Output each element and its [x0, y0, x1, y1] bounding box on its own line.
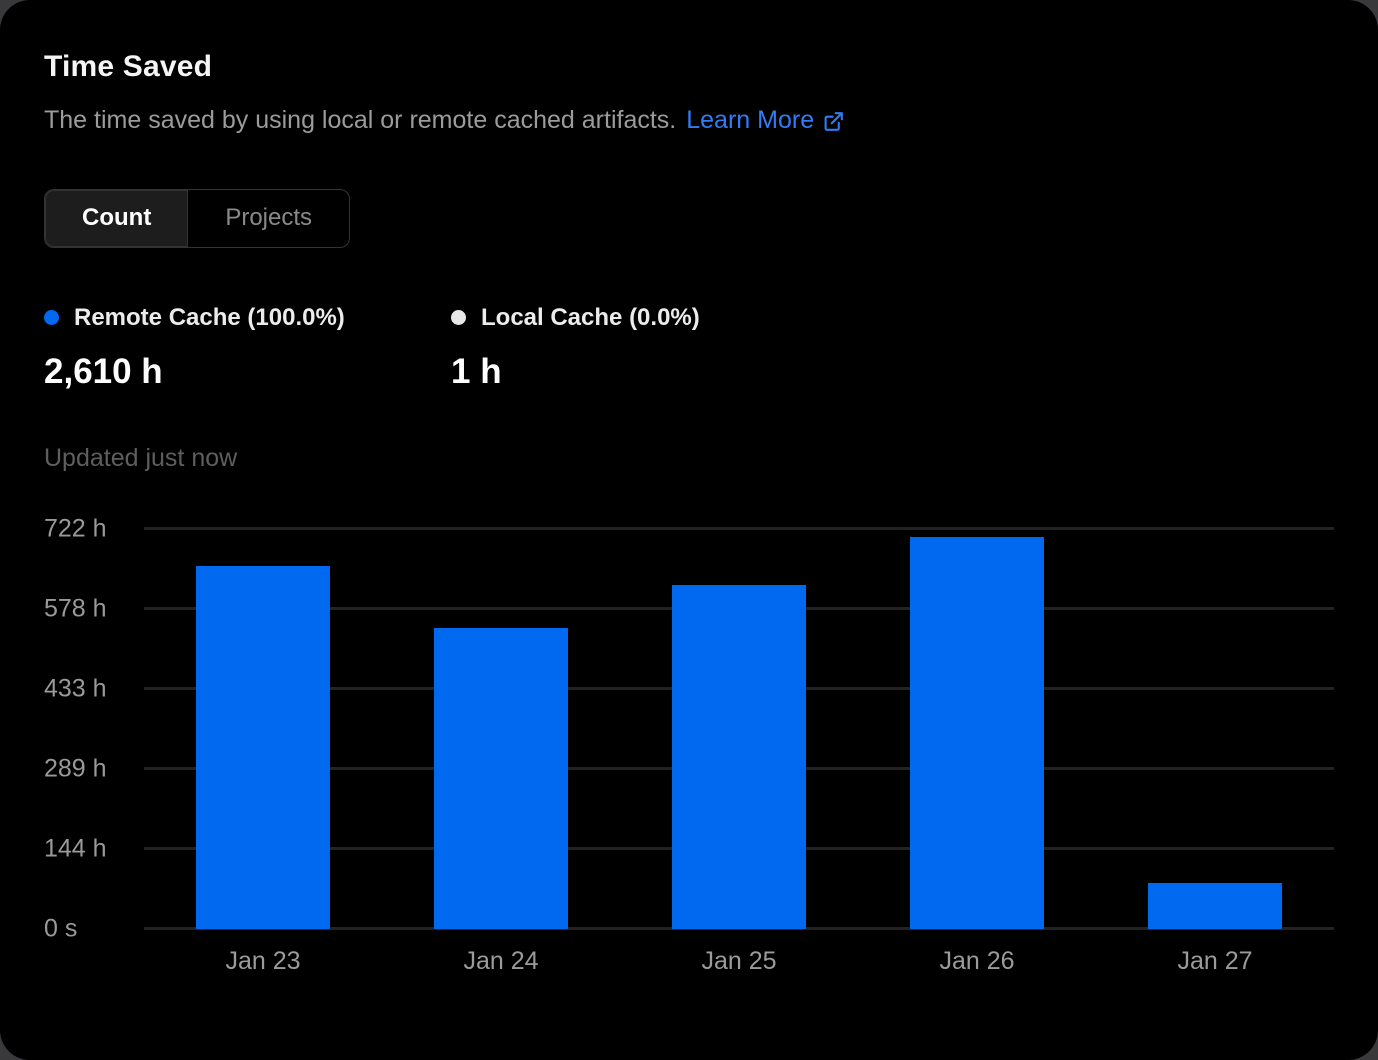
legend-item-local-cache: Local Cache (0.0%) 1 h	[451, 304, 858, 392]
remote-cache-label: Remote Cache (100.0%)	[74, 303, 345, 331]
view-mode-toggle: Count Projects	[44, 189, 351, 248]
subtitle: The time saved by using local or remote …	[44, 106, 1334, 135]
y-tick-label: 722 h	[44, 514, 107, 543]
chart-bar-jan-25[interactable]	[672, 584, 806, 929]
page-title: Time Saved	[44, 50, 213, 83]
bar-slot	[1096, 529, 1334, 929]
bar-slot	[382, 529, 620, 929]
chart-bar-jan-26[interactable]	[910, 536, 1044, 929]
updated-status: Updated just now	[44, 443, 238, 472]
y-tick-label: 144 h	[44, 834, 107, 863]
legend-item-remote-cache: Remote Cache (100.0%) 2,610 h	[44, 304, 451, 392]
y-tick-label: 0 s	[44, 914, 78, 943]
toggle-count-button[interactable]: Count	[45, 190, 189, 247]
y-tick-label: 433 h	[44, 674, 107, 703]
remote-cache-value: 2,610 h	[44, 351, 163, 391]
gridline	[144, 526, 1334, 530]
external-link-icon	[823, 110, 844, 131]
local-cache-dot	[451, 310, 466, 326]
subtitle-text: The time saved by using local or remote …	[44, 106, 677, 134]
remote-cache-dot	[44, 310, 59, 326]
bar-slot	[858, 529, 1096, 929]
y-tick-label: 578 h	[44, 594, 107, 623]
legend: Remote Cache (100.0%) 2,610 h Local Cach…	[44, 304, 1334, 392]
x-axis-label: Jan 23	[225, 946, 301, 975]
chart-bar-jan-24[interactable]	[434, 627, 568, 929]
local-cache-label: Local Cache (0.0%)	[481, 303, 700, 331]
chart-bar-jan-23[interactable]	[196, 565, 330, 929]
x-axis-labels: Jan 23 Jan 24 Jan 25 Jan 26 Jan 27	[144, 929, 1334, 976]
x-axis-label: Jan 27	[1177, 946, 1253, 975]
y-tick-label: 289 h	[44, 754, 107, 783]
time-saved-bar-chart: 0 s 144 h 289 h 433 h 578 h 722 h	[44, 516, 1334, 941]
bar-slot	[620, 529, 858, 929]
toggle-projects-button[interactable]: Projects	[188, 190, 349, 247]
x-axis-label: Jan 25	[701, 946, 777, 975]
learn-more-link[interactable]: Learn More	[686, 106, 844, 135]
x-axis-label: Jan 24	[463, 946, 539, 975]
learn-more-label: Learn More	[686, 106, 815, 134]
chart-bar-jan-27[interactable]	[1148, 882, 1282, 929]
local-cache-value: 1 h	[451, 351, 502, 391]
bar-slot	[144, 529, 382, 929]
x-axis-label: Jan 26	[939, 946, 1015, 975]
bars-container	[144, 529, 1334, 929]
